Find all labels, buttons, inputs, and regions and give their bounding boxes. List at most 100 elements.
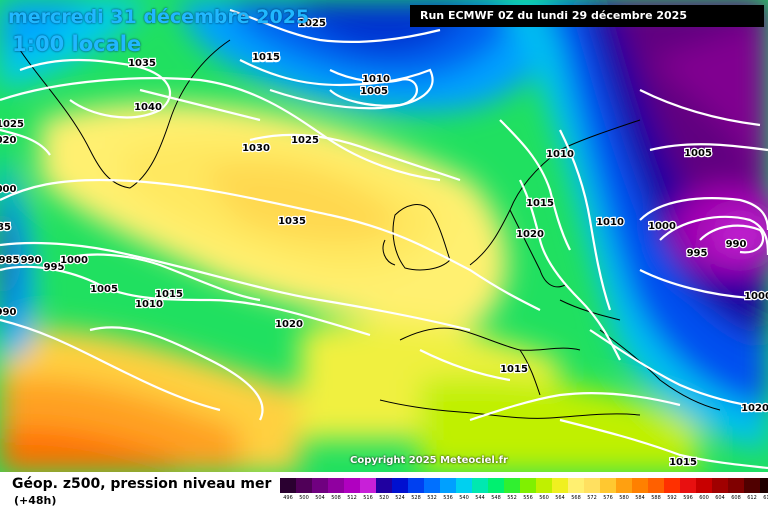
model-run-label: Run ECMWF 0Z du lundi 29 décembre 2025 bbox=[410, 5, 764, 27]
scale-swatch-color bbox=[600, 478, 616, 493]
forecast-time: 1:00 locale bbox=[12, 32, 142, 56]
scale-swatch: 516 bbox=[360, 478, 376, 506]
isobar-label: 1030 bbox=[242, 143, 270, 154]
scale-swatch-value: 544 bbox=[475, 495, 485, 501]
scale-swatch-value: 516 bbox=[363, 495, 373, 501]
isobar-label: 985 bbox=[0, 255, 19, 266]
scale-swatch-color bbox=[552, 478, 568, 493]
scale-swatch-color bbox=[584, 478, 600, 493]
scale-swatch: 596 bbox=[680, 478, 696, 506]
scale-swatch-color bbox=[360, 478, 376, 493]
isobar-label: 990 bbox=[0, 307, 16, 318]
isobar-label: 1020 bbox=[741, 403, 768, 414]
scale-swatch-value: 576 bbox=[603, 495, 613, 501]
scale-swatch-value: 560 bbox=[539, 495, 549, 501]
scale-swatch-color bbox=[344, 478, 360, 493]
scale-swatch: 504 bbox=[312, 478, 328, 506]
scale-swatch: 580 bbox=[616, 478, 632, 506]
z500-color-field bbox=[0, 0, 768, 472]
isobar-label: 1005 bbox=[90, 284, 118, 295]
geopotential-map: 1025 1025 1035 1040 1015 1010 1005 1030 1025 1010… bbox=[0, 0, 768, 472]
scale-swatch: 552 bbox=[504, 478, 520, 506]
scale-swatch: 592 bbox=[664, 478, 680, 506]
scale-swatch: 588 bbox=[648, 478, 664, 506]
scale-swatch: 612 bbox=[744, 478, 760, 506]
scale-swatch-value: 528 bbox=[411, 495, 421, 501]
isobar-label: 1010 bbox=[546, 149, 574, 160]
scale-swatch-color bbox=[296, 478, 312, 493]
scale-swatch: 556 bbox=[520, 478, 536, 506]
scale-swatch: 568 bbox=[568, 478, 584, 506]
isobar-label: 020 bbox=[0, 135, 16, 146]
scale-swatch-value: 616 bbox=[763, 495, 768, 501]
legend-title: Géop. z500, pression niveau mer bbox=[12, 476, 272, 492]
scale-swatch-color bbox=[680, 478, 696, 493]
scale-swatch: 584 bbox=[632, 478, 648, 506]
scale-swatch: 544 bbox=[472, 478, 488, 506]
isobar-label: 000 bbox=[0, 184, 16, 195]
scale-swatch-color bbox=[568, 478, 584, 493]
scale-swatch-color bbox=[648, 478, 664, 493]
isobar-label: 1025 bbox=[291, 135, 319, 146]
isobar-label: 1025 bbox=[298, 18, 326, 29]
scale-swatch-value: 592 bbox=[667, 495, 677, 501]
scale-swatch: 604 bbox=[712, 478, 728, 506]
scale-swatch-value: 580 bbox=[619, 495, 629, 501]
scale-swatch-color bbox=[536, 478, 552, 493]
scale-swatch: 572 bbox=[584, 478, 600, 506]
scale-swatch-value: 600 bbox=[699, 495, 709, 501]
scale-swatch-value: 520 bbox=[379, 495, 389, 501]
scale-swatch-value: 596 bbox=[683, 495, 693, 501]
scale-swatch-color bbox=[376, 478, 392, 493]
scale-swatch-color bbox=[664, 478, 680, 493]
isobar-label: 1005 bbox=[684, 148, 712, 159]
scale-swatch: 524 bbox=[392, 478, 408, 506]
scale-swatch-color bbox=[488, 478, 504, 493]
isobar-label: 1015 bbox=[500, 364, 528, 375]
scale-swatch-color bbox=[712, 478, 728, 493]
scale-swatch-value: 604 bbox=[715, 495, 725, 501]
scale-swatch-value: 536 bbox=[443, 495, 453, 501]
scale-swatch-color bbox=[504, 478, 520, 493]
scale-swatch-color bbox=[632, 478, 648, 493]
isobar-label: 1040 bbox=[134, 102, 162, 113]
isobar-label: 1025 bbox=[252, 53, 280, 64]
isobar-label: 1010 bbox=[135, 299, 163, 310]
isobar-label: 1025 bbox=[0, 119, 24, 130]
scale-swatch-color bbox=[728, 478, 744, 493]
scale-swatch-value: 504 bbox=[315, 495, 325, 501]
scale-swatch-value: 584 bbox=[635, 495, 645, 501]
scale-swatch: 512 bbox=[344, 478, 360, 506]
isobar-label: 1020 bbox=[516, 229, 544, 240]
isobar-lines bbox=[0, 8, 768, 470]
isobar-label: 990 bbox=[726, 239, 747, 250]
scale-swatch-color bbox=[472, 478, 488, 493]
scale-swatch-value: 608 bbox=[731, 495, 741, 501]
isobar-label: 1010 bbox=[596, 217, 624, 228]
scale-swatch-value: 568 bbox=[571, 495, 581, 501]
scale-swatch: 536 bbox=[440, 478, 456, 506]
isobar-label: 85 bbox=[0, 222, 11, 233]
scale-swatch-value: 548 bbox=[491, 495, 501, 501]
scale-swatch-color bbox=[392, 478, 408, 493]
scale-swatch: 548 bbox=[488, 478, 504, 506]
scale-swatch-value: 564 bbox=[555, 495, 565, 501]
isobar-labels: 1025 1025 1035 1040 1015 1010 1005 1030 1025 1010… bbox=[0, 17, 768, 470]
isobar-label: 1015 bbox=[669, 457, 697, 468]
scale-swatch-value: 572 bbox=[587, 495, 597, 501]
scale-swatch-color bbox=[744, 478, 760, 493]
scale-swatch: 576 bbox=[600, 478, 616, 506]
isobar-label: 1010 bbox=[362, 74, 390, 85]
scale-swatch: 564 bbox=[552, 478, 568, 506]
scale-swatch-color bbox=[456, 478, 472, 493]
isobar-label: 1035 bbox=[278, 216, 306, 227]
scale-swatch-color bbox=[760, 478, 768, 493]
isobar-label: 995 bbox=[687, 248, 708, 259]
scale-swatch: 560 bbox=[536, 478, 552, 506]
forecast-date: mercredi 31 décembre 2025 bbox=[8, 6, 310, 28]
scale-swatch-value: 552 bbox=[507, 495, 517, 501]
scale-swatch-value: 508 bbox=[331, 495, 341, 501]
scale-swatch: 528 bbox=[408, 478, 424, 506]
scale-swatch-color bbox=[280, 478, 296, 493]
